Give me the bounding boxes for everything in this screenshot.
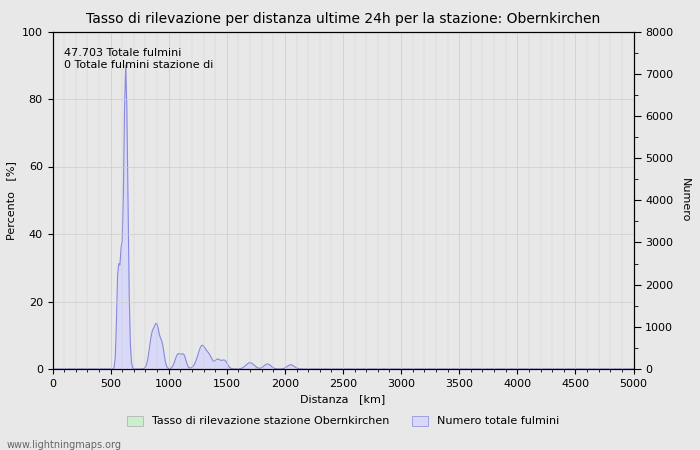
- Y-axis label: Numero: Numero: [680, 178, 690, 222]
- Y-axis label: Percento   [%]: Percento [%]: [6, 161, 16, 240]
- Text: www.lightningmaps.org: www.lightningmaps.org: [7, 440, 122, 450]
- X-axis label: Distanza   [km]: Distanza [km]: [300, 394, 386, 404]
- Legend: Tasso di rilevazione stazione Obernkirchen, Numero totale fulmini: Tasso di rilevazione stazione Obernkirch…: [122, 411, 564, 431]
- Text: 47.703 Totale fulmini
0 Totale fulmini stazione di: 47.703 Totale fulmini 0 Totale fulmini s…: [64, 49, 214, 70]
- Title: Tasso di rilevazione per distanza ultime 24h per la stazione: Obernkirchen: Tasso di rilevazione per distanza ultime…: [86, 12, 600, 26]
